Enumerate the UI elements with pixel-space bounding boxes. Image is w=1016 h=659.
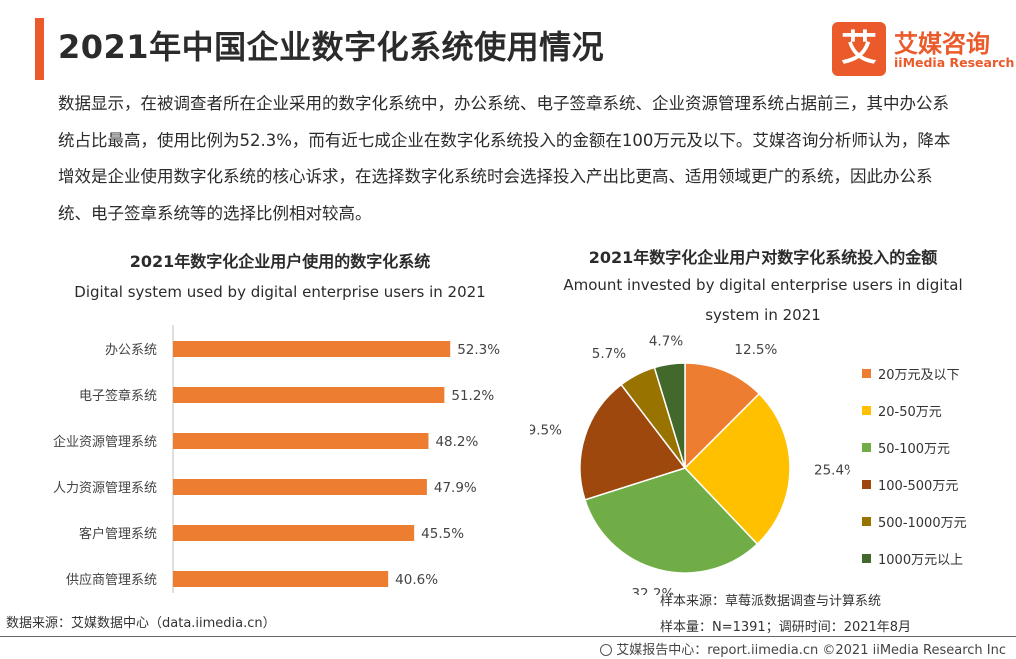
bar-value-label: 40.6% [395,572,438,588]
pie-chart-subtitle: Amount invested by digital enterprise us… [563,276,963,324]
footer-text[interactable]: 艾媒报告中心：report.iimedia.cn ©2021 iiMedia R… [616,643,1006,658]
logo-chinese-name: 艾媒咨询 [894,30,990,58]
sample-size: 样本量：N=1391；调研时间：2021年8月 [660,620,912,635]
pie-slice [579,383,687,501]
bar-value-label: 52.3% [457,342,500,358]
bar [173,479,427,495]
brand-logo: 艾 艾媒咨询 iiMedia Research [812,22,1014,78]
bar-category-label: 企业资源管理系统 [53,434,157,450]
bar-chart-subtitle: Digital system used by digital enterpris… [74,283,486,301]
data-source: 数据来源：艾媒数据中心（data.iimedia.cn） [6,616,276,631]
bar-value-label: 48.2% [435,434,478,450]
legend-label: 500-1000万元 [878,516,967,531]
legend-swatch [862,406,871,415]
pie-value-label: 19.5% [530,422,562,438]
legend-swatch [862,517,871,526]
legend-label: 50-100万元 [878,442,951,457]
summary-paragraph: 数据显示，在被调查者所在企业采用的数字化系统中，办公系统、电子签章系统、企业资源… [58,94,951,223]
bar-category-label: 供应商管理系统 [66,572,157,588]
legend-label: 100-500万元 [878,479,959,494]
globe-icon [600,644,613,656]
bar-chart-title: 2021年数字化企业用户使用的数字化系统 [129,252,431,271]
pie-value-label: 5.7% [592,346,626,362]
logo-english-name: iiMedia Research [894,55,1015,70]
bar-value-label: 51.2% [451,388,494,404]
pie-slice [684,362,761,470]
footer: 艾媒报告中心：report.iimedia.cn ©2021 iiMedia R… [600,639,1006,658]
title-accent-bar [35,18,44,80]
pie-slice [583,467,759,574]
pie-value-label: 4.7% [649,335,683,349]
bar-chart: 办公系统 52.3% 电子签章系统 51.2% 企业资源管理系统 48.2% 人力资源管理系… [53,325,500,593]
bar [173,341,451,357]
legend-swatch [862,369,871,378]
legend-swatch [862,554,871,563]
pie-value-label: 12.5% [734,342,777,358]
bar-category-label: 电子签章系统 [79,388,157,404]
bar [173,433,429,449]
pie-value-label: 32.2% [631,586,674,595]
pie-chart: 12.5% 25.4% 32.2% 19.5% 5.7% 4.7% [530,335,850,595]
bar [173,525,415,541]
page-title: 2021年中国企业数字化系统使用情况 [58,28,605,66]
bar-value-label: 47.9% [434,480,477,496]
bar-category-label: 人力资源管理系统 [53,481,157,496]
legend-label: 20-50万元 [878,405,942,420]
legend-swatch [862,480,871,489]
sample-source: 样本来源：草莓派数据调查与计算系统 [660,594,882,609]
pie-slice [683,392,791,546]
bar-value-label: 45.5% [421,526,464,542]
legend-label: 1000万元以上 [878,553,964,568]
logo-mark-icon: 艾 [832,22,886,76]
bar [173,571,389,587]
bar-category-label: 客户管理系统 [79,526,157,542]
legend-label: 20万元及以下 [878,368,960,383]
bar [173,387,445,403]
pie-slice [653,362,686,469]
pie-chart-title: 2021年数字化企业用户对数字化系统投入的金额 [588,248,938,267]
legend-swatch [862,443,871,452]
pie-value-label: 25.4% [814,463,850,479]
footer-divider [0,636,1016,637]
bar-category-label: 办公系统 [105,343,157,358]
